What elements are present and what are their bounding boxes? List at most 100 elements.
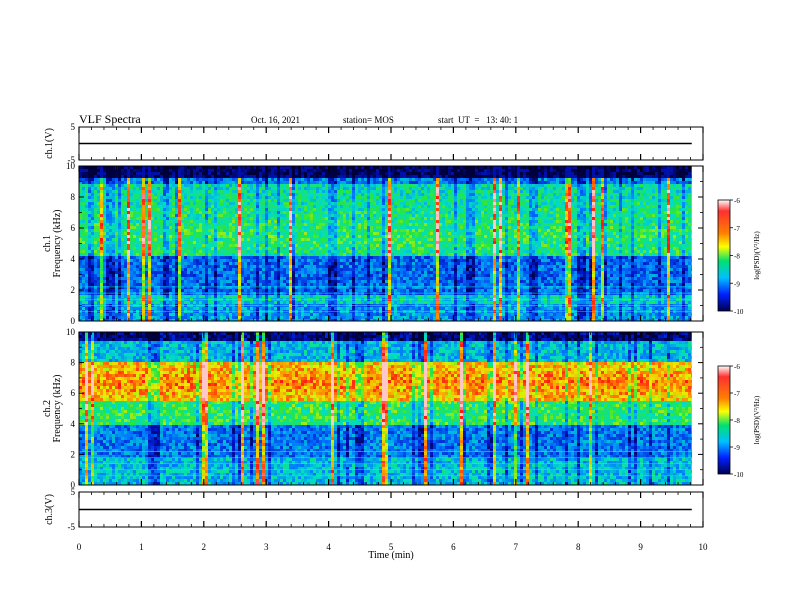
spectrogram-cell [211,244,215,248]
spectrogram-cell [193,199,197,203]
spectrogram-cell [301,277,305,281]
spectrogram-cell [247,286,251,290]
spectrogram-cell [280,220,284,224]
spectrogram-cell [262,214,266,218]
spectrogram-cell [190,283,194,287]
spectrogram-cell [280,223,284,227]
spectrogram-cell [289,217,293,221]
spectrogram-cell [295,259,299,263]
spectrogram-cell [196,274,200,278]
spectrogram-cell [319,253,323,257]
spectrogram-cell [91,229,95,233]
spectrogram-cell [187,235,191,239]
spectrogram-cell [172,229,176,233]
spectrogram-cell [277,187,281,191]
spectrogram-cell [274,193,278,197]
spectrogram-cell [349,268,353,272]
spectrogram-cell [154,205,158,209]
spectrogram-cell [235,247,239,251]
spectrogram-cell [307,172,311,176]
spectrogram-cell [325,199,329,203]
spectrogram-cell [157,280,161,284]
spectrogram-cell [112,307,116,311]
spectrogram-cell [340,286,344,290]
spectrogram-cell [121,292,125,296]
spectrogram-cell [79,175,83,179]
spectrogram-cell [340,229,344,233]
spectrogram-cell [268,286,272,290]
spectrogram-cell [211,181,215,185]
spectrogram-cell [190,202,194,206]
spectrogram-cell [325,292,329,296]
spectrogram-cell [88,271,92,275]
spectrogram-cell [142,187,146,191]
spectrogram-cell [286,256,290,260]
spectrogram-cell [349,214,353,218]
spectrogram-cell [118,286,122,290]
spectrogram-cell [187,181,191,185]
spectrogram-cell [184,214,188,218]
spectrogram-cell [316,229,320,233]
spectrogram-cell [349,280,353,284]
spectrogram-cell [79,316,83,320]
spectrogram-cell [241,172,245,176]
spectrogram-cell [289,259,293,263]
spectrogram-cell [199,262,203,266]
spectrogram-cell [91,262,95,266]
spectrogram-cell [304,223,308,227]
spectrogram-cell [223,307,227,311]
spectrogram-cell [154,226,158,230]
spectrogram-cell [160,166,164,170]
spectrogram-cell [250,280,254,284]
spectrogram-cell [124,316,128,320]
spectrogram-cell [310,256,314,260]
spectrogram-cell [256,316,260,320]
spectrogram-cell [226,181,230,185]
spectrogram-cell [91,280,95,284]
spectrogram-cell [301,211,305,215]
spectrogram-cell [313,289,317,293]
spectrogram-cell [214,178,218,182]
spectrogram-cell [112,292,116,296]
spectrogram-cell [274,274,278,278]
spectrogram-cell [145,268,149,272]
spectrogram-cell [109,220,113,224]
spectrogram-cell [115,247,119,251]
spectrogram-cell [250,286,254,290]
spectrogram-cell [343,316,347,320]
spectrogram-cell [124,271,128,275]
spectrogram-cell [274,214,278,218]
spectrogram-cell [310,217,314,221]
spectrogram-cell [256,226,260,230]
spectrogram-cell [154,223,158,227]
spectrogram-cell [169,235,173,239]
spectrogram-cell [175,208,179,212]
spectrogram-cell [103,238,107,242]
spectrogram-cell [214,316,218,320]
spectrogram-cell [316,319,320,321]
spectrogram-cell [358,232,362,236]
spectrogram-cell [301,292,305,296]
spectrogram-cell [232,178,236,182]
spectrogram-cell [151,226,155,230]
spectrogram-cell [100,229,104,233]
spectrogram-cell [208,190,212,194]
spectrogram-cell [175,214,179,218]
spectrogram-cell [163,181,167,185]
spectrogram-cell [208,253,212,257]
spectrogram-cell [328,172,332,176]
spectrogram-cell [310,247,314,251]
spectrogram-cell [241,292,245,296]
spectrogram-cell [88,190,92,194]
spectrogram-cell [88,301,92,305]
spectrogram-cell [283,259,287,263]
spectrogram-cell [241,319,245,321]
spectrogram-cell [175,250,179,254]
spectrogram-cell [241,169,245,173]
spectrogram-cell [298,316,302,320]
spectrogram-cell [298,292,302,296]
spectrogram-cell [136,295,140,299]
spectrogram-cell [268,196,272,200]
spectrogram-cell [91,220,95,224]
spectrogram-cell [316,307,320,311]
